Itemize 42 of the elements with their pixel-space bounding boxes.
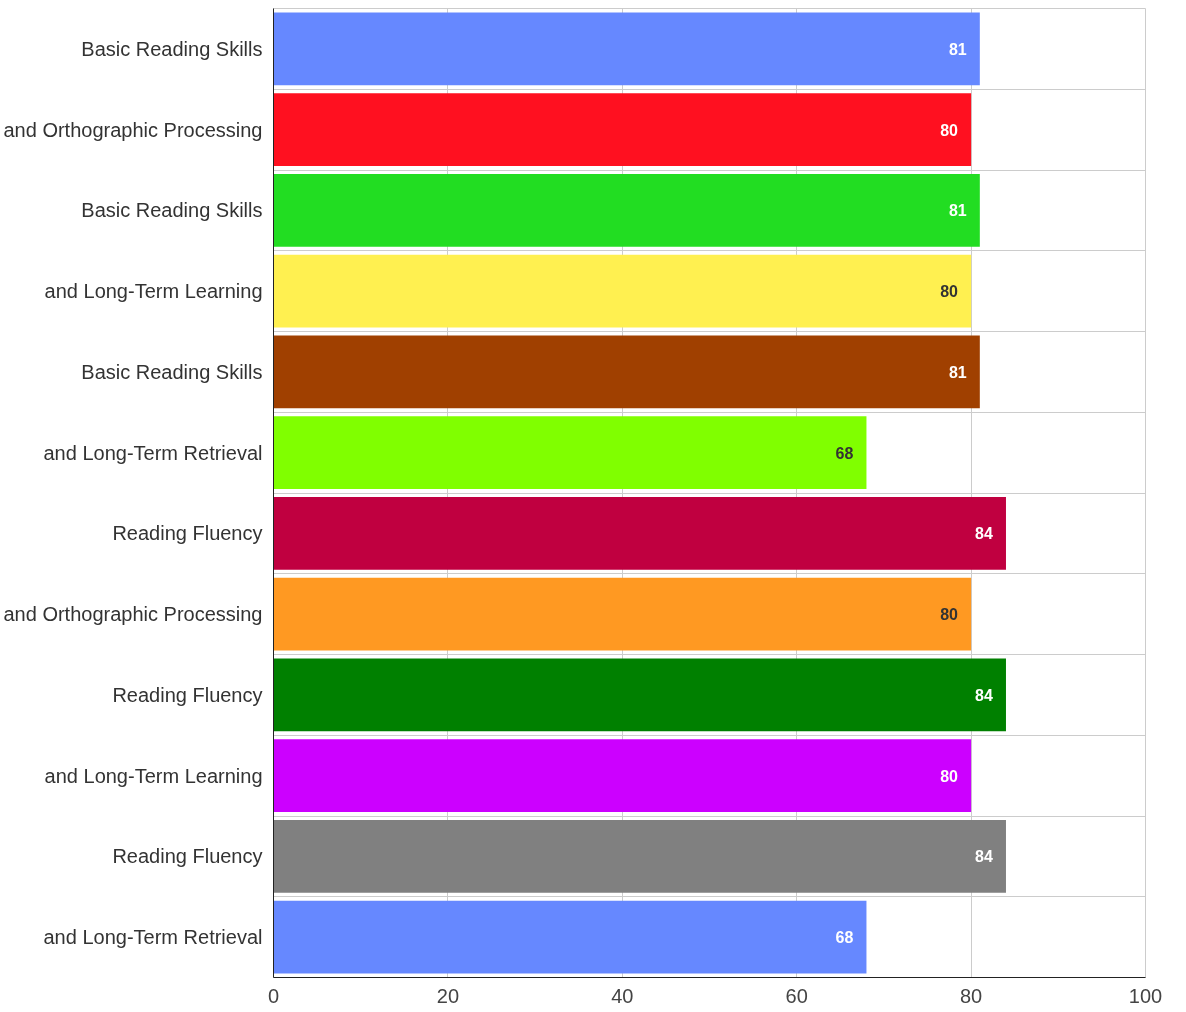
bar: [273, 820, 1006, 893]
bar: [273, 335, 980, 409]
y-tick-label: Basic Reading Skills: [81, 37, 263, 60]
bar: [273, 658, 1006, 732]
y-tick-label: Basic Reading Skills: [81, 199, 263, 222]
y-tick-label: and Orthographic Processing: [3, 118, 263, 141]
data-label: 81: [948, 363, 967, 381]
data-label: 84: [975, 686, 993, 704]
data-label: 80: [940, 121, 959, 139]
y-tick-label: Basic Reading Skills: [81, 360, 263, 383]
data-label: 68: [835, 444, 854, 462]
bar: [273, 12, 980, 86]
data-label: 68: [835, 929, 854, 947]
bar: [273, 416, 867, 489]
bar: [273, 577, 972, 651]
y-tick-label: and Long-Term Learning: [44, 764, 263, 787]
y-tick-label: Reading Fluency: [112, 845, 263, 868]
bar: [273, 900, 867, 974]
x-tick-label: 20: [436, 984, 460, 1007]
bar: [273, 93, 972, 166]
data-label: 80: [940, 767, 959, 785]
data-label: 81: [948, 202, 967, 220]
y-tick-label: Reading Fluency: [112, 683, 263, 706]
y-tick-label: and Orthographic Processing: [3, 603, 263, 626]
y-tick-label: and Long-Term Retrieval: [43, 441, 263, 464]
x-tick-label: 60: [785, 984, 808, 1007]
bar: [273, 174, 980, 247]
y-tick-label: and Long-Term Learning: [44, 280, 263, 303]
data-label: 84: [975, 848, 993, 866]
x-tick-label: 0: [267, 984, 280, 1007]
data-label: 80: [940, 606, 959, 624]
bar: [273, 254, 972, 328]
data-label: 81: [948, 40, 967, 58]
x-tick-label: 40: [611, 984, 634, 1007]
bar: [273, 739, 972, 812]
x-tick-label: 80: [959, 984, 983, 1007]
x-tick-label: 100: [1128, 984, 1163, 1007]
y-tick-label: and Long-Term Retrieval: [43, 926, 263, 949]
y-tick-label: Reading Fluency: [112, 522, 263, 545]
data-label: 84: [975, 525, 993, 543]
data-label: 80: [940, 283, 959, 301]
bar: [273, 497, 1006, 570]
